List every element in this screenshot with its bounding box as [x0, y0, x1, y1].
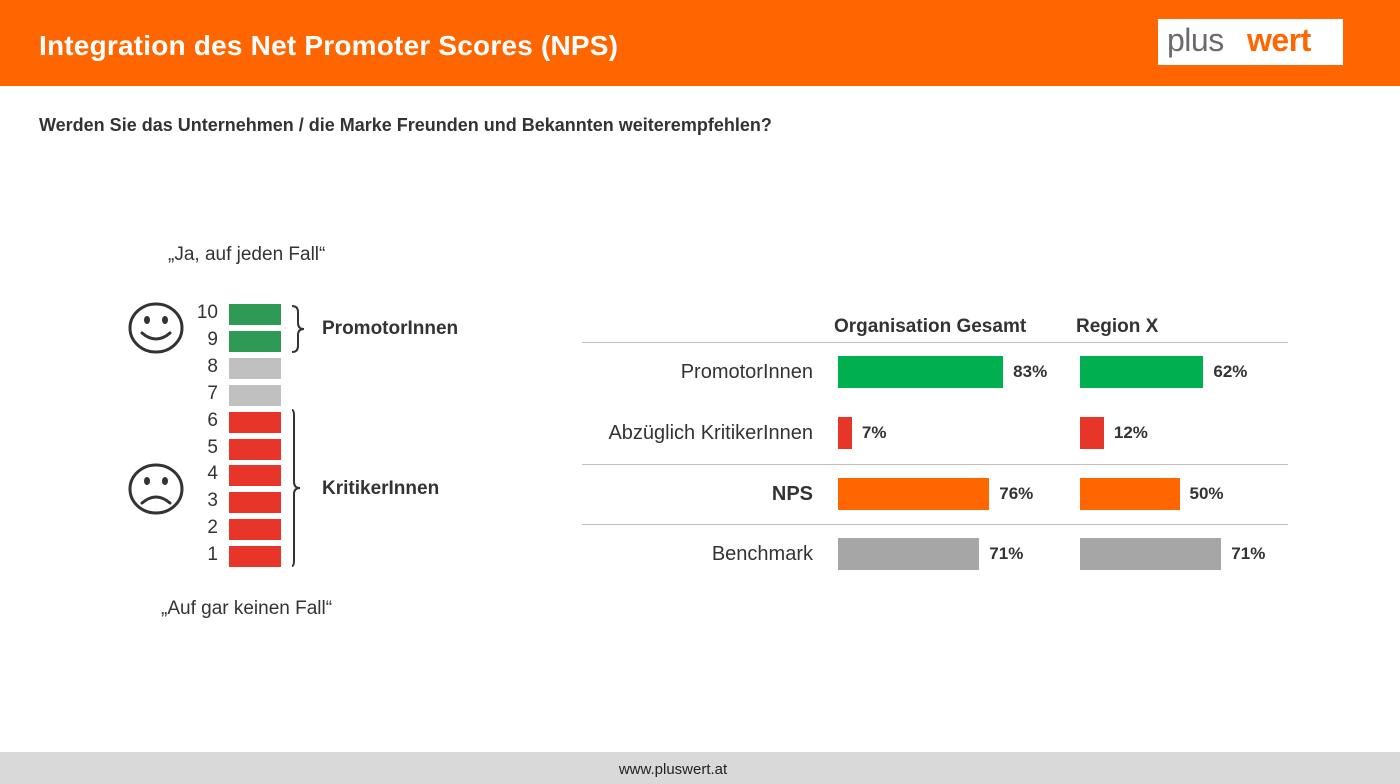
top-quote: „Ja, auf jeden Fall“ — [168, 244, 326, 265]
bar-1-3 — [1080, 538, 1222, 570]
scale-number-7: 7 — [207, 382, 218, 404]
page-title: Integration des Net Promoter Scores (NPS… — [39, 30, 619, 61]
critic-bracket — [291, 409, 301, 567]
scale-number-10: 10 — [196, 302, 218, 323]
promoter-label: PromotorInnen — [322, 318, 459, 339]
bar-value-0-2: 76% — [999, 484, 1034, 503]
scale-bar-10 — [229, 304, 281, 325]
scale-number-3: 3 — [207, 490, 218, 512]
bar-1-1 — [1080, 417, 1104, 449]
scale-number-4: 4 — [207, 463, 218, 485]
scale-bar-3 — [229, 492, 281, 514]
nps-divider-bottom — [582, 524, 1288, 525]
bar-1-2 — [1080, 478, 1180, 510]
sad-face-icon — [128, 463, 184, 515]
scale-bar-6 — [229, 411, 281, 433]
scale-bar-8 — [229, 357, 281, 379]
footer-bar: www.pluswert.at — [0, 752, 1400, 784]
bar-value-1-0: 62% — [1213, 362, 1248, 381]
column-header-region: Region X — [1076, 316, 1159, 337]
bar-value-0-0: 83% — [1013, 362, 1048, 381]
footer-url: www.pluswert.at — [618, 761, 728, 778]
row-label-3: Benchmark — [711, 543, 813, 565]
bar-value-1-3: 71% — [1231, 544, 1266, 563]
column-header-organisation: Organisation Gesamt — [834, 316, 1027, 337]
scale-number-8: 8 — [207, 355, 218, 377]
bar-value-0-3: 71% — [989, 544, 1024, 563]
bar-0-2 — [838, 478, 990, 510]
survey-question: Werden Sie das Unternehmen / die Marke F… — [39, 115, 772, 135]
bar-0-3 — [838, 538, 980, 570]
scale-number-2: 2 — [207, 517, 218, 539]
bar-value-0-1: 7% — [861, 423, 887, 442]
scale-bar-7 — [229, 384, 281, 406]
bottom-quote: „Auf gar keinen Fall“ — [161, 598, 333, 619]
row-label-2: NPS — [771, 483, 813, 505]
row-label-1: Abzüglich KritikerInnen — [608, 422, 813, 444]
scale-number-9: 9 — [207, 328, 218, 350]
scale-bar-5 — [229, 438, 281, 460]
header-bar: Integration des Net Promoter Scores (NPS… — [0, 0, 1400, 86]
logo-text-plus: plus — [1167, 22, 1224, 58]
bar-0-0 — [838, 356, 1004, 388]
nps-divider-top — [582, 464, 1288, 465]
promoter-bracket — [291, 305, 305, 353]
scale-bar-2 — [229, 519, 281, 541]
logo-text-wert: wert — [1247, 22, 1311, 58]
pluswert-logo: plus wert — [1158, 19, 1343, 65]
critic-label: KritikerInnen — [322, 478, 440, 499]
scale-number-1: 1 — [207, 544, 218, 566]
scale-bar-4 — [229, 465, 281, 487]
bar-1-0 — [1080, 356, 1204, 388]
scale-number-6: 6 — [207, 409, 218, 431]
row-label-0: PromotorInnen — [680, 361, 813, 383]
bar-0-1 — [838, 417, 852, 449]
scale-number-5: 5 — [207, 436, 218, 458]
header-divider — [582, 342, 1288, 343]
bar-value-1-2: 50% — [1189, 484, 1224, 503]
scale-bar-1 — [229, 546, 281, 568]
bar-value-1-1: 12% — [1113, 423, 1148, 442]
scale-bar-9 — [229, 330, 281, 352]
happy-face-icon — [128, 302, 184, 354]
